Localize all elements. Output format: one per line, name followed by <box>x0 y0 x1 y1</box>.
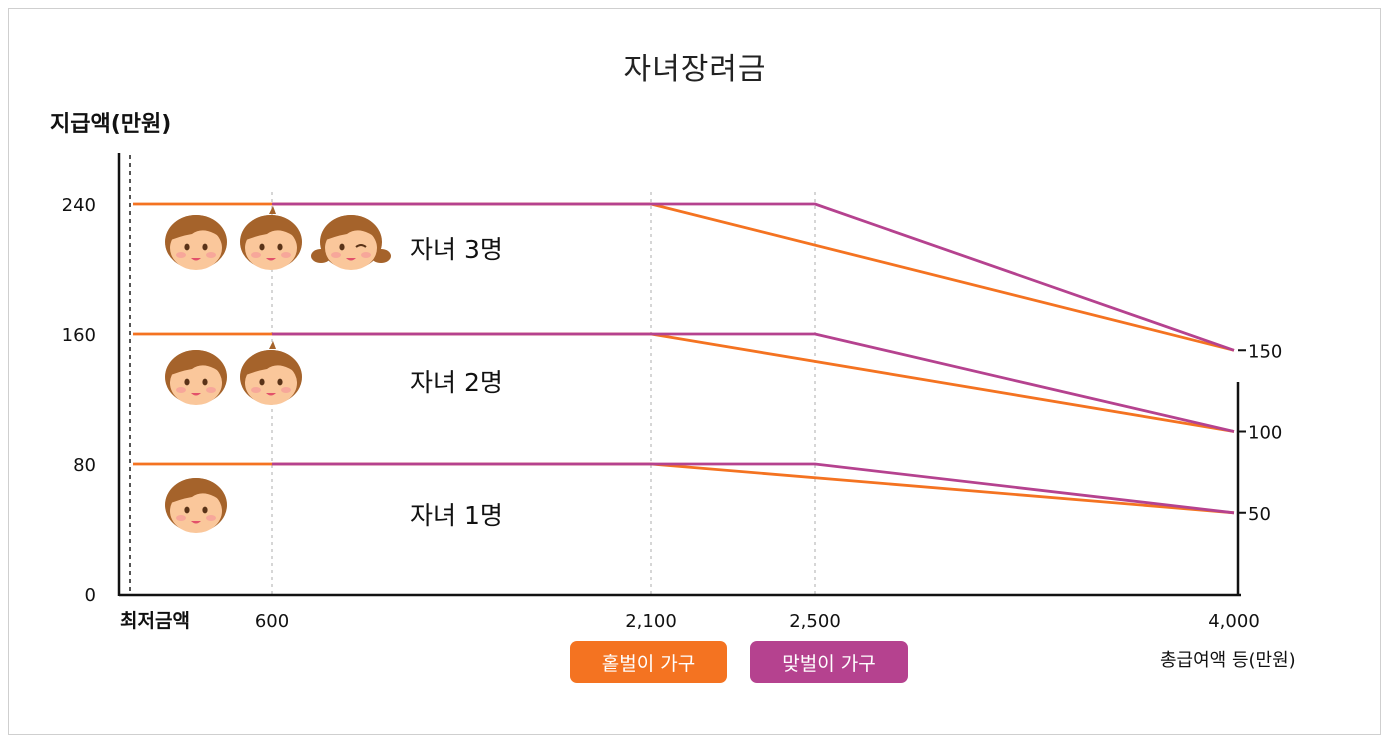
right-y-tick-label-50: 50 <box>1248 504 1271 525</box>
y-tick-label-240: 240 <box>62 195 96 216</box>
y-tick-label-80: 80 <box>73 455 96 476</box>
legend-dual-earner: 맞벌이 가구 <box>750 641 908 683</box>
group-label-1-child: 자녀 1명 <box>410 501 503 530</box>
legend-single-earner: 홑벌이 가구 <box>570 641 727 683</box>
child-face-icon <box>165 350 227 405</box>
y-axis-label: 지급액(만원) <box>50 112 172 137</box>
x-tick-label-600: 600 <box>255 611 289 632</box>
x-axis-label: 총급여액 등(만원) <box>1160 650 1296 671</box>
chart-title: 자녀장려금 <box>623 52 767 87</box>
y-tick-label-160: 160 <box>62 325 96 346</box>
chart-frame <box>8 8 1381 735</box>
dual-earner-line-1-child <box>272 462 1235 515</box>
x-tick-label-2100: 2,100 <box>625 611 677 632</box>
dual-earner-line-3-child <box>272 202 1235 352</box>
child-face-icon <box>240 341 302 405</box>
y-tick-label-0: 0 <box>85 585 96 606</box>
group-label-3-child: 자녀 3명 <box>410 235 503 264</box>
right-y-tick-label-150: 150 <box>1248 341 1282 362</box>
x-tick-label-min: 최저금액 <box>120 610 190 632</box>
single-earner-line-1-child <box>133 462 1235 515</box>
child-face-icon <box>240 206 302 270</box>
x-tick-label-4000: 4,000 <box>1208 611 1260 632</box>
child-face-icon <box>165 478 227 533</box>
x-tick-label-2500: 2,500 <box>789 611 841 632</box>
right-y-tick-label-100: 100 <box>1248 423 1282 444</box>
dual-earner-line-2-child <box>272 332 1235 433</box>
child-face-icon <box>165 215 227 270</box>
single-earner-line-3-child <box>133 202 1235 352</box>
group-label-2-child: 자녀 2명 <box>410 368 503 397</box>
child-face-icon <box>311 215 391 270</box>
